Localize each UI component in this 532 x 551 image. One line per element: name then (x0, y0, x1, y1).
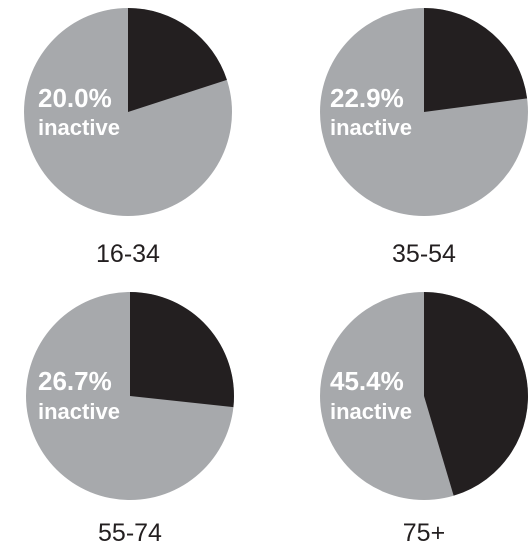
pie-slice-inactive (130, 292, 234, 408)
pie-slice-label: inactive (38, 399, 120, 424)
pie-slice-label: inactive (330, 399, 412, 424)
pie-slice-inactive (128, 8, 227, 112)
pie-slice-inactive (424, 292, 528, 496)
pie-category-label: 55-74 (98, 519, 162, 547)
pie-chart-75+: 45.4% inactive 75+ (320, 292, 528, 547)
pie-slice-label: inactive (38, 115, 120, 140)
pie-percent-label: 22.9% (330, 83, 404, 113)
pie-slice-inactive (424, 8, 528, 112)
pie-chart-35-54: 22.9%inactive 35-54 (320, 8, 528, 268)
pie-percent-label: 45.4% (330, 366, 404, 396)
pie-category-label: 16-34 (96, 240, 160, 268)
pie-category-label: 75+ (403, 519, 445, 547)
pie-category-label: 35-54 (392, 240, 456, 268)
pie-percent-label: 26.7% (38, 366, 112, 396)
pie-percent-label: 20.0% (38, 83, 112, 113)
pie-slice-label: inactive (330, 115, 412, 140)
pie-chart-55-74: 26.7% inactive 55-74 (26, 292, 234, 547)
pie-chart-16-34: 20.0%inactive 16-34 (24, 8, 232, 268)
